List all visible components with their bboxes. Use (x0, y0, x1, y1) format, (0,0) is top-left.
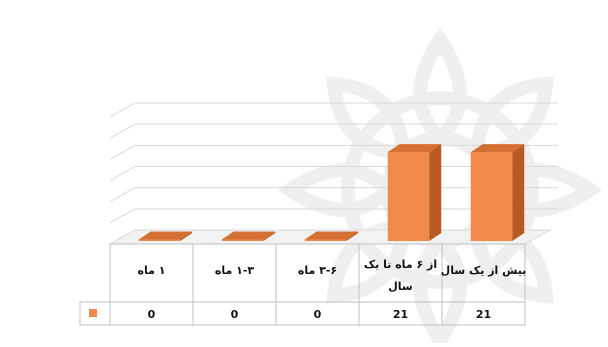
category-label-line: از ۶ ماه تا یک (364, 258, 437, 271)
category-label: بیش از یک سال (441, 264, 527, 277)
gridline-side (109, 102, 136, 118)
category-label: از ۶ ماه تا یک سال (364, 258, 437, 293)
bars (138, 144, 525, 241)
category-label-line: بیش از یک سال (441, 264, 527, 277)
bar-front (304, 239, 347, 241)
gridline-side (109, 166, 136, 181)
bar-side (512, 144, 525, 241)
bar-top (387, 144, 442, 153)
category-label: ۱ ماه (138, 264, 166, 277)
bar-top (221, 231, 276, 240)
gridline-side (109, 208, 136, 224)
gridline-side (109, 123, 136, 139)
legend-key (89, 309, 97, 317)
bar-front (221, 239, 264, 241)
bar-side (429, 144, 442, 241)
bar (470, 144, 525, 241)
gridline-side (109, 187, 136, 203)
category-label-line: ۱-۳ ماه (215, 264, 255, 277)
bar-side (263, 231, 276, 241)
value-label: 0 (148, 308, 156, 321)
bar-side (346, 231, 359, 241)
value-label: 0 (231, 308, 239, 321)
bar (304, 231, 359, 241)
bar (138, 231, 193, 241)
category-label: ۳-۶ ماه (298, 264, 337, 277)
value-label: 21 (393, 308, 408, 321)
bar-top (304, 231, 359, 240)
bar-front (387, 152, 430, 241)
value-label: 0 (314, 308, 322, 321)
bar (387, 144, 442, 241)
category-label-line: ۱ ماه (138, 264, 166, 277)
bar-side (180, 231, 193, 241)
bar-top (470, 144, 525, 153)
category-label: ۱-۳ ماه (215, 264, 255, 277)
bar-top (138, 231, 193, 240)
table-values-border (79, 301, 526, 326)
bar (221, 231, 276, 241)
data-table: بیش از یک سال 21 از ۶ ماه تا یک سال 21 ۳-۶ ما… (79, 243, 527, 326)
category-label-line: سال (388, 280, 413, 293)
value-label: 21 (476, 308, 491, 321)
bar-front (138, 239, 181, 241)
category-label-line: ۳-۶ ماه (298, 264, 337, 277)
gridline-side (109, 144, 136, 160)
bar-front (470, 152, 513, 241)
